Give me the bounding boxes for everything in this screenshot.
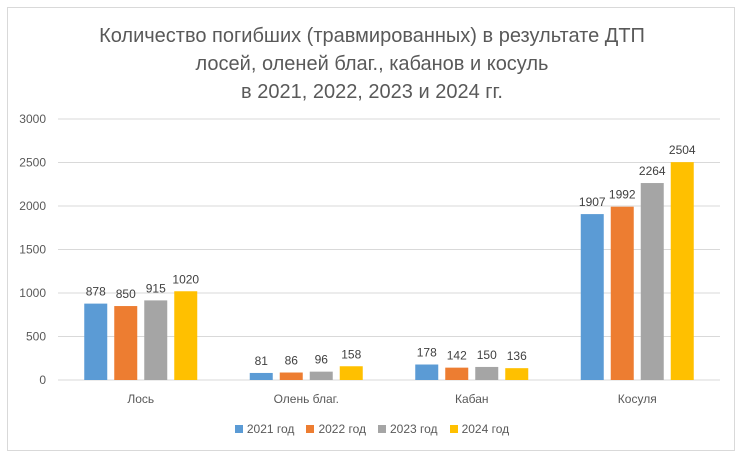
bar xyxy=(580,214,604,380)
y-tick-label: 3000 xyxy=(19,112,46,126)
data-label: 2264 xyxy=(639,164,666,178)
data-label: 1992 xyxy=(609,188,636,202)
legend-item: 2022 год xyxy=(306,422,366,436)
bar xyxy=(475,366,499,380)
title-line-2: лосей, оленей благ., кабанов и косуль xyxy=(195,53,549,75)
x-tick-label: Олень благ. xyxy=(274,392,339,406)
data-label: 86 xyxy=(285,354,299,368)
chart-frame xyxy=(7,7,735,451)
data-label: 2504 xyxy=(669,143,696,157)
bar xyxy=(144,300,168,380)
legend-swatch xyxy=(306,425,315,433)
bar xyxy=(505,368,529,380)
title-line-1: Количество погибших (травмированных) в р… xyxy=(99,25,645,47)
legend-item: 2021 год xyxy=(234,422,295,436)
data-label: 850 xyxy=(116,287,136,301)
bar xyxy=(610,206,634,380)
legend-swatch xyxy=(378,425,386,433)
legend-label: 2024 год xyxy=(461,422,510,436)
bar xyxy=(114,306,138,380)
bar xyxy=(249,372,273,380)
data-label: 96 xyxy=(315,353,329,367)
legend-label: 2021 год xyxy=(246,422,295,436)
legend-item: 2023 год xyxy=(378,422,438,436)
y-tick-label: 500 xyxy=(26,330,46,344)
legend-label: 2022 год xyxy=(318,422,366,436)
data-label: 150 xyxy=(477,348,497,362)
y-tick-label: 2500 xyxy=(19,156,46,170)
data-label: 158 xyxy=(341,347,361,361)
bar xyxy=(84,303,108,380)
y-tick-label: 1500 xyxy=(19,243,46,257)
bar xyxy=(415,364,439,380)
data-label: 1020 xyxy=(172,272,199,286)
legend-item: 2024 год xyxy=(449,422,510,436)
data-label: 178 xyxy=(417,346,437,360)
x-tick-label: Косуля xyxy=(618,392,657,406)
legend-swatch xyxy=(234,425,243,433)
bar xyxy=(174,291,198,380)
y-tick-label: 0 xyxy=(39,373,46,387)
bar xyxy=(279,372,303,380)
data-label: 81 xyxy=(255,354,269,368)
data-label: 878 xyxy=(86,285,106,299)
title-line-3: в 2021, 2022, 2023 и 2024 гг. xyxy=(241,81,503,103)
x-tick-label: Кабан xyxy=(455,392,489,406)
legend-label: 2023 год xyxy=(390,422,438,436)
legend: 2021 год 2022 год 2023 год 2024 год xyxy=(0,422,744,436)
data-label: 136 xyxy=(507,349,527,363)
bar xyxy=(309,371,333,380)
legend-swatch xyxy=(449,425,458,433)
y-tick-label: 1000 xyxy=(19,286,46,300)
data-label: 1907 xyxy=(579,195,606,209)
y-tick-label: 2000 xyxy=(19,199,46,213)
bar xyxy=(445,367,469,380)
x-tick-label: Лось xyxy=(127,392,154,406)
bar xyxy=(670,162,694,380)
bar xyxy=(640,183,664,380)
data-label: 142 xyxy=(447,349,467,363)
chart-title: Количество погибших (травмированных) в р… xyxy=(0,22,744,106)
bar xyxy=(339,366,363,380)
data-label: 915 xyxy=(146,281,166,295)
